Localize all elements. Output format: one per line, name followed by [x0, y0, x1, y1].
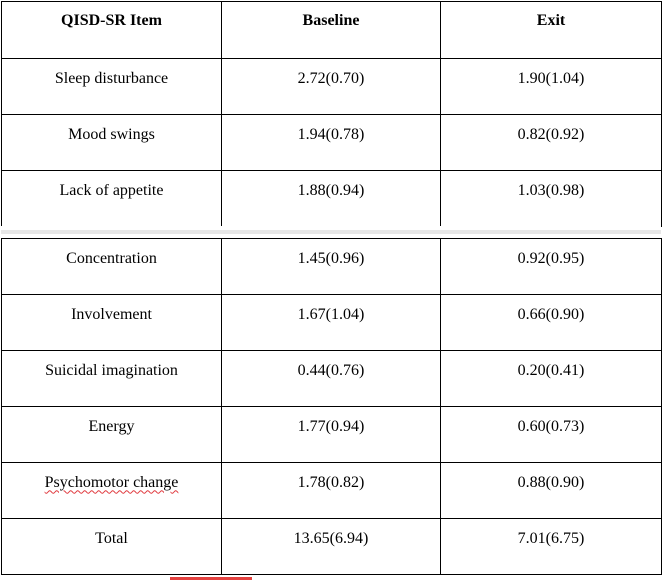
cell-item: Sleep disturbance — [1, 58, 222, 115]
cell-item: Suicidal imagination — [1, 350, 222, 407]
cell-baseline: 1.94(0.78) — [221, 114, 441, 171]
cell-baseline: 1.78(0.82) — [221, 462, 441, 519]
cell-baseline: 0.44(0.76) — [221, 350, 441, 407]
table-header-row: QISD-SR Item Baseline Exit — [1, 1, 662, 59]
table-row-total: Total 13.65(6.94) 7.01(6.75) — [1, 518, 662, 575]
cell-exit: 7.01(6.75) — [440, 518, 662, 575]
qisd-table-top: QISD-SR Item Baseline Exit Sleep disturb… — [1, 1, 662, 227]
header-exit: Exit — [440, 1, 662, 59]
header-baseline: Baseline — [221, 1, 441, 59]
cell-baseline: 13.65(6.94) — [221, 518, 441, 575]
table-row: Concentration 1.45(0.96) 0.92(0.95) — [1, 238, 662, 295]
cell-exit: 1.90(1.04) — [440, 58, 662, 115]
cell-exit: 0.88(0.90) — [440, 462, 662, 519]
cell-exit: 0.66(0.90) — [440, 294, 662, 351]
cell-exit: 1.03(0.98) — [440, 170, 662, 227]
cell-baseline: 1.45(0.96) — [221, 238, 441, 295]
cell-item: Energy — [1, 406, 222, 463]
page-break-line — [1, 230, 661, 234]
table-row: Lack of appetite 1.88(0.94) 1.03(0.98) — [1, 170, 662, 227]
table-row: Suicidal imagination 0.44(0.76) 0.20(0.4… — [1, 350, 662, 407]
selection-marker — [170, 577, 252, 580]
table-row: Sleep disturbance 2.72(0.70) 1.90(1.04) — [1, 58, 662, 115]
cell-item: Mood swings — [1, 114, 222, 171]
cell-exit: 0.20(0.41) — [440, 350, 662, 407]
cell-baseline: 1.67(1.04) — [221, 294, 441, 351]
header-item: QISD-SR Item — [1, 1, 222, 59]
cell-exit: 0.60(0.73) — [440, 406, 662, 463]
table-row: Involvement 1.67(1.04) 0.66(0.90) — [1, 294, 662, 351]
cell-exit: 0.92(0.95) — [440, 238, 662, 295]
cell-baseline: 1.88(0.94) — [221, 170, 441, 227]
cell-exit: 0.82(0.92) — [440, 114, 662, 171]
cell-item: Total — [1, 518, 222, 575]
table-row: Mood swings 1.94(0.78) 0.82(0.92) — [1, 114, 662, 171]
page-break-band — [1, 226, 661, 238]
table-row: Energy 1.77(0.94) 0.60(0.73) — [1, 406, 662, 463]
qisd-table-bottom: Concentration 1.45(0.96) 0.92(0.95) Invo… — [1, 238, 662, 575]
cell-item: Lack of appetite — [1, 170, 222, 227]
spellcheck-word[interactable]: Psychomotor change — [44, 473, 179, 491]
cell-baseline: 2.72(0.70) — [221, 58, 441, 115]
cell-item: Concentration — [1, 238, 222, 295]
cell-baseline: 1.77(0.94) — [221, 406, 441, 463]
table-row: Psychomotor change 1.78(0.82) 0.88(0.90) — [1, 462, 662, 519]
cell-item: Involvement — [1, 294, 222, 351]
cell-item: Psychomotor change — [1, 462, 222, 519]
